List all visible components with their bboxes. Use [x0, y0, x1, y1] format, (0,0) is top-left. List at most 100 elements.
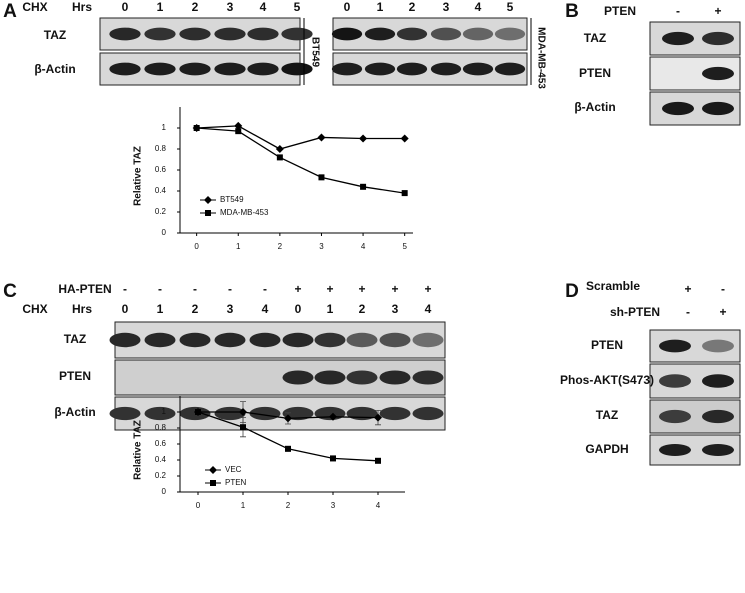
band [214, 332, 246, 348]
treatment-label: CHX [22, 302, 47, 316]
band [364, 62, 396, 76]
lane-label: - [193, 282, 197, 296]
lane-label: 3 [227, 0, 234, 14]
band [214, 27, 246, 41]
y-tick-label: 1 [162, 407, 167, 416]
data-point [318, 174, 325, 181]
y-tick-label: 0.6 [155, 165, 167, 174]
lane-label: 5 [507, 0, 514, 14]
band [282, 370, 314, 385]
band [314, 406, 346, 421]
legend-marker [210, 480, 216, 486]
row-label: GAPDH [585, 442, 628, 456]
x-tick-label: 4 [361, 242, 366, 251]
data-point [360, 183, 367, 190]
lane-label: 2 [192, 0, 199, 14]
band [396, 27, 428, 41]
lane-label: 1 [327, 302, 334, 316]
lane-label: + [294, 282, 301, 296]
band [379, 332, 411, 348]
y-tick-label: 0 [162, 228, 167, 237]
band [659, 374, 691, 388]
x-tick-label: 3 [331, 501, 336, 510]
lane-label: + [714, 4, 721, 18]
series-line [196, 125, 405, 150]
band [281, 62, 313, 76]
data-point [285, 445, 291, 452]
band [346, 332, 378, 348]
row-label: β-Actin [54, 405, 95, 419]
data-point [240, 424, 246, 431]
data-point [276, 154, 283, 161]
y-axis-label: Relative TAZ [133, 420, 144, 480]
band [281, 27, 313, 41]
x-tick-label: 2 [286, 501, 291, 510]
band [247, 62, 279, 76]
band [379, 406, 411, 421]
lane-label: 3 [443, 0, 450, 14]
band [214, 62, 246, 76]
lane-label: 2 [359, 302, 366, 316]
y-tick-label: 0.6 [155, 439, 167, 448]
band [702, 409, 734, 424]
x-tick-label: 1 [236, 242, 241, 251]
y-tick-label: 0.2 [155, 471, 167, 480]
band [314, 332, 346, 348]
lane-label: 1 [157, 0, 164, 14]
legend-label: PTEN [225, 478, 247, 487]
data-point [400, 134, 409, 143]
x-tick-label: 4 [376, 501, 381, 510]
data-point [195, 409, 201, 415]
band [109, 332, 141, 348]
lane-label: + [719, 305, 726, 319]
y-axis-label: Relative TAZ [133, 146, 144, 206]
y-tick-label: 0.4 [155, 186, 167, 195]
data-point [234, 121, 243, 130]
x-tick-label: 3 [319, 242, 324, 251]
legend-label: VEC [225, 465, 242, 474]
band [144, 62, 176, 76]
lane-label: - [721, 282, 725, 296]
band [247, 27, 279, 41]
band [109, 27, 141, 41]
row-label: TAZ [64, 332, 86, 346]
lane-label: 2 [192, 302, 199, 316]
y-tick-label: 1 [162, 123, 167, 132]
lane-label: + [391, 282, 398, 296]
band [179, 332, 211, 348]
y-tick-label: 0.2 [155, 207, 167, 216]
row-label: β-Actin [34, 62, 75, 76]
panel-label: A [3, 1, 17, 22]
band [109, 406, 141, 421]
band [494, 62, 526, 76]
condition-label: sh-PTEN [610, 305, 660, 319]
condition-label: Scramble [586, 279, 640, 293]
data-point [401, 190, 408, 197]
lane-label: - [676, 4, 680, 18]
lane-label: 1 [157, 302, 164, 316]
lane-label: 3 [392, 302, 399, 316]
x-tick-label: 2 [278, 242, 283, 251]
band [659, 339, 691, 353]
band [702, 66, 734, 81]
band [331, 27, 363, 41]
data-point [330, 455, 336, 462]
data-point [329, 412, 337, 421]
panel-label: B [565, 1, 579, 22]
x-tick-label: 0 [196, 501, 201, 510]
band [249, 332, 281, 348]
band [364, 27, 396, 41]
cell-line-label: BT549 [309, 37, 320, 67]
data-point [239, 408, 247, 416]
band [702, 339, 734, 353]
panel-label: D [565, 281, 579, 302]
legend-label: MDA-MB-453 [220, 208, 269, 217]
band [702, 444, 734, 456]
band [702, 101, 734, 116]
legend-marker [204, 196, 212, 204]
data-point [359, 134, 368, 143]
x-tick-label: 0 [194, 242, 199, 251]
y-tick-label: 0.8 [155, 144, 167, 153]
lane-label: 4 [425, 302, 432, 316]
band [412, 370, 444, 385]
